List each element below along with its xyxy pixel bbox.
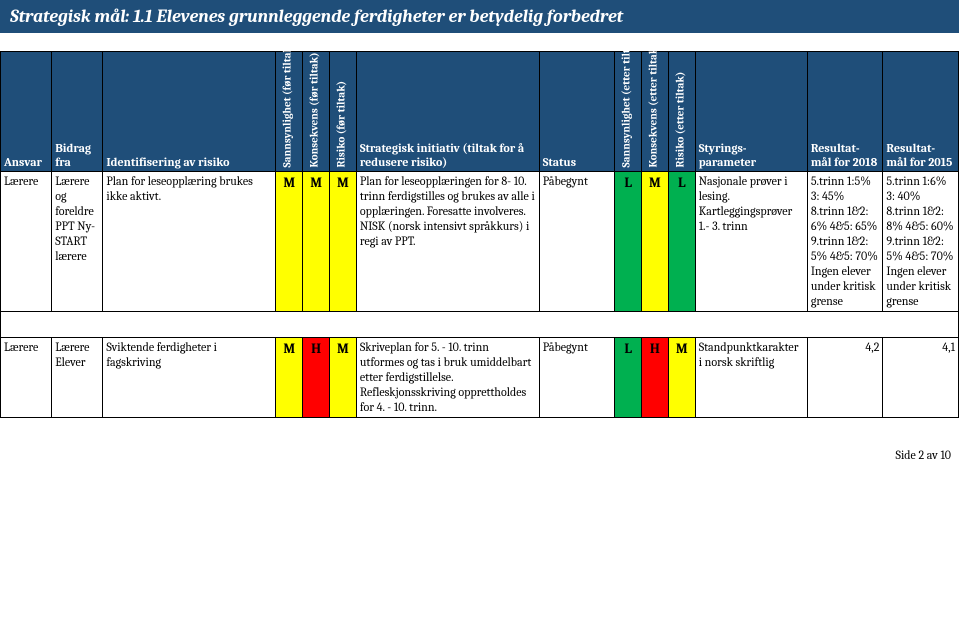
table-row: LærereLærere og foreldre PPT Ny-START læ…: [1, 172, 959, 312]
table-cell: Påbegynt: [539, 172, 615, 312]
table-cell: Sviktende ferdigheter i fagskriving: [103, 338, 276, 418]
table-cell: Lærere: [1, 172, 52, 312]
table-cell: Skriveplan for 5. - 10. trinn utformes o…: [356, 338, 539, 418]
col-ris-for: Risiko (før tiltak): [330, 52, 357, 172]
risk-table: Ansvar Bidrag fra Identifisering av risi…: [0, 51, 959, 418]
table-cell: 4,2: [807, 338, 883, 418]
col-res2018: Resultat-mål for 2018: [807, 52, 883, 172]
risk-cell: M: [276, 172, 303, 312]
table-cell: Lærere Elever: [52, 338, 103, 418]
table-cell: Plan for leseopplæringen for 8- 10. trin…: [356, 172, 539, 312]
risk-cell: M: [276, 338, 303, 418]
risk-cell: H: [642, 338, 669, 418]
table-cell: Lærere: [1, 338, 52, 418]
risk-cell: L: [668, 172, 695, 312]
table-cell: Påbegynt: [539, 338, 615, 418]
table-cell: Nasjonale prøver i lesing. Kartleggingsp…: [695, 172, 807, 312]
header-row: Ansvar Bidrag fra Identifisering av risi…: [1, 52, 959, 172]
table-cell: 5.trinn 1:5% 3: 45% 8.trinn 1&2: 6% 4&5:…: [807, 172, 883, 312]
risk-cell: M: [668, 338, 695, 418]
table-cell: Lærere og foreldre PPT Ny-START lærere: [52, 172, 103, 312]
table-cell: 4,1: [883, 338, 959, 418]
col-ident: Identifisering av risiko: [103, 52, 276, 172]
page-title: Strategisk mål: 1.1 Elevenes grunnleggen…: [0, 0, 959, 33]
spacer-cell: [1, 312, 959, 338]
col-sann-etter: Sannsynlighet (etter tiltak): [615, 52, 642, 172]
col-styr: Styrings-parameter: [695, 52, 807, 172]
col-status: Status: [539, 52, 615, 172]
col-ansvar: Ansvar: [1, 52, 52, 172]
col-bidrag: Bidrag fra: [52, 52, 103, 172]
risk-cell: M: [303, 172, 330, 312]
risk-cell: L: [615, 172, 642, 312]
table-row: LærereLærere EleverSviktende ferdigheter…: [1, 338, 959, 418]
col-kons-etter: Konsekvens (etter tiltak): [642, 52, 669, 172]
risk-cell: M: [330, 338, 357, 418]
risk-cell: L: [615, 338, 642, 418]
col-ris-etter: Risiko (etter tiltak): [668, 52, 695, 172]
table-cell: Standpunktkarakter i norsk skriftlig: [695, 338, 807, 418]
risk-cell: H: [303, 338, 330, 418]
table-cell: Plan for leseopplæring brukes ikke aktiv…: [103, 172, 276, 312]
spacer-row: [1, 312, 959, 338]
risk-cell: M: [642, 172, 669, 312]
col-initiativ: Strategisk initiativ (tiltak for å redus…: [356, 52, 539, 172]
page-footer: Side 2 av 10: [0, 418, 959, 470]
col-sann-for: Sannsynlighet (før tiltak): [276, 52, 303, 172]
table-cell: 5.trinn 1:6% 3: 40% 8.trinn 1&2: 8% 4&5:…: [883, 172, 959, 312]
table-body: LærereLærere og foreldre PPT Ny-START læ…: [1, 172, 959, 418]
risk-cell: M: [330, 172, 357, 312]
col-res2015: Resultat-mål for 2015: [883, 52, 959, 172]
col-kons-for: Konsekvens (før tiltak): [303, 52, 330, 172]
